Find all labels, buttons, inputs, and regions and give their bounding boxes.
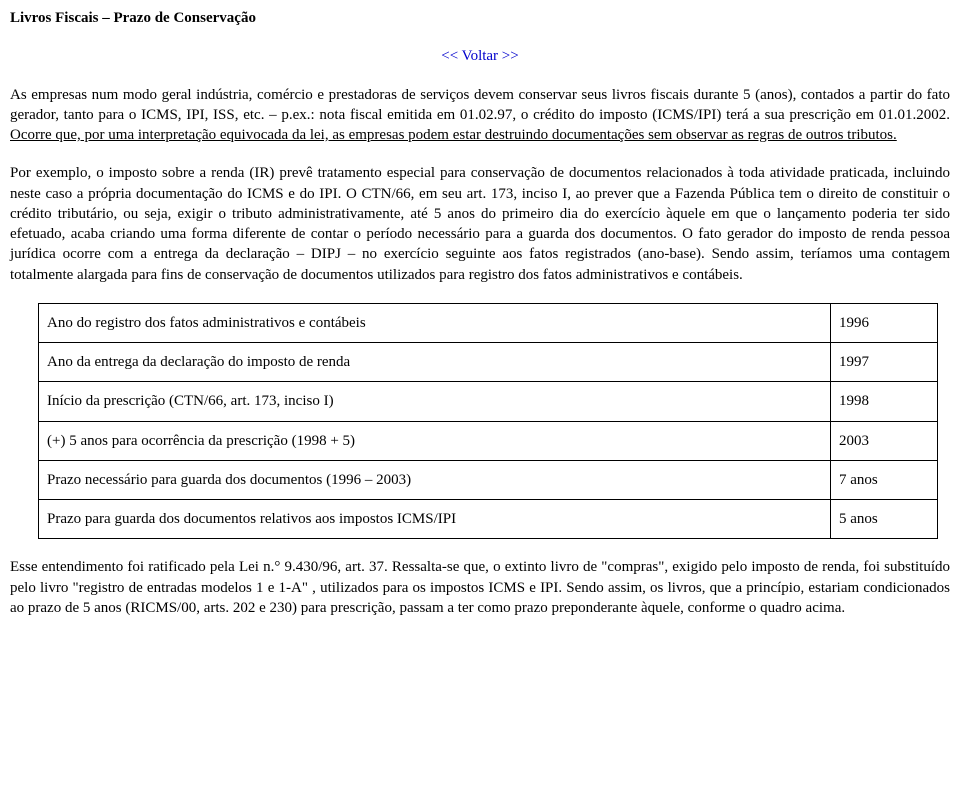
table-row: Ano da entrega da declaração do imposto … bbox=[39, 343, 938, 382]
paragraph-1-text-a: As empresas num modo geral indústria, co… bbox=[10, 87, 950, 123]
page-title: Livros Fiscais – Prazo de Conservação bbox=[10, 8, 950, 28]
table-row: Início da prescrição (CTN/66, art. 173, … bbox=[39, 382, 938, 421]
paragraph-1: As empresas num modo geral indústria, co… bbox=[10, 85, 950, 146]
table-cell-label: Prazo para guarda dos documentos relativ… bbox=[39, 500, 831, 539]
paragraph-3: Esse entendimento foi ratificado pela Le… bbox=[10, 557, 950, 618]
table-cell-value: 2003 bbox=[831, 421, 938, 460]
table-cell-value: 1997 bbox=[831, 343, 938, 382]
prazo-table: Ano do registro dos fatos administrativo… bbox=[38, 303, 938, 540]
table-cell-label: Ano do registro dos fatos administrativo… bbox=[39, 303, 831, 342]
back-link[interactable]: << Voltar >> bbox=[10, 46, 950, 66]
table-cell-label: Ano da entrega da declaração do imposto … bbox=[39, 343, 831, 382]
table-cell-label: Início da prescrição (CTN/66, art. 173, … bbox=[39, 382, 831, 421]
table-row: Prazo para guarda dos documentos relativ… bbox=[39, 500, 938, 539]
table-cell-label: Prazo necessário para guarda dos documen… bbox=[39, 460, 831, 499]
paragraph-1-text-b: Ocorre que, por uma interpretação equivo… bbox=[10, 127, 897, 143]
table-cell-value: 1996 bbox=[831, 303, 938, 342]
table-row: Prazo necessário para guarda dos documen… bbox=[39, 460, 938, 499]
table-row: (+) 5 anos para ocorrência da prescrição… bbox=[39, 421, 938, 460]
table-row: Ano do registro dos fatos administrativo… bbox=[39, 303, 938, 342]
table-cell-value: 5 anos bbox=[831, 500, 938, 539]
paragraph-2: Por exemplo, o imposto sobre a renda (IR… bbox=[10, 163, 950, 285]
table-cell-value: 1998 bbox=[831, 382, 938, 421]
table-cell-value: 7 anos bbox=[831, 460, 938, 499]
table-cell-label: (+) 5 anos para ocorrência da prescrição… bbox=[39, 421, 831, 460]
